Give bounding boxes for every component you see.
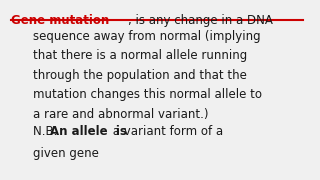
Text: a variant form of a: a variant form of a — [109, 125, 223, 138]
Text: through the population and that the: through the population and that the — [33, 69, 246, 82]
Text: a rare and abnormal variant.): a rare and abnormal variant.) — [33, 108, 208, 121]
Text: , is any change in a DNA: , is any change in a DNA — [127, 14, 272, 27]
Text: sequence away from normal (implying: sequence away from normal (implying — [33, 30, 260, 43]
Text: N.B.: N.B. — [33, 125, 61, 138]
Text: given gene: given gene — [33, 147, 99, 160]
Text: An allele  is: An allele is — [50, 125, 126, 138]
Text: Gene mutation: Gene mutation — [11, 14, 109, 27]
Text: mutation changes this normal allele to: mutation changes this normal allele to — [33, 88, 261, 101]
Text: that there is a normal allele running: that there is a normal allele running — [33, 49, 247, 62]
